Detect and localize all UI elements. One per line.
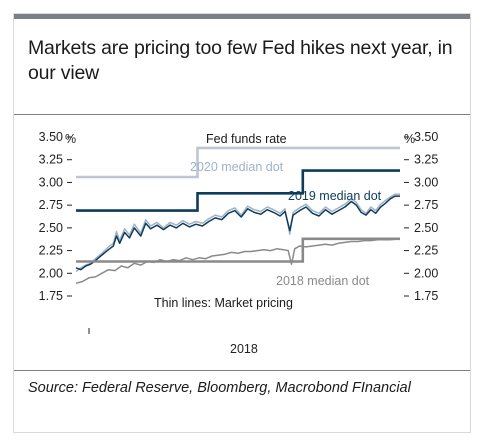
label-2018-median-dot: 2018 median dot xyxy=(276,274,370,288)
y-tick-label-right: 2.00 xyxy=(414,266,438,280)
y-unit-right: % xyxy=(404,132,415,146)
y-tick-label-left: 2.50 xyxy=(39,221,63,235)
chart-plot: 1.75 2.00 2.25 2.50 2.75 3.00 3.25 3.50 1.75 2.0… xyxy=(39,130,439,356)
y-tick-label-left: 1.75 xyxy=(39,289,63,303)
x-axis-label: 2018 xyxy=(230,342,258,356)
chart-card: Markets are pricing too few Fed hikes ne… xyxy=(13,13,471,433)
series-median-2018-step-line xyxy=(76,237,400,263)
label-2020-median-dot: 2020 median dot xyxy=(190,160,284,174)
y-tick-label-right: 3.25 xyxy=(414,153,438,167)
divider-bottom xyxy=(14,370,470,371)
series-median-2019-market-line xyxy=(75,195,400,271)
y-tick-label-right: 2.75 xyxy=(414,198,438,212)
top-bar xyxy=(14,14,470,19)
y-axis-left: 1.75 2.00 2.25 2.50 2.75 3.00 3.25 3.50 xyxy=(39,130,72,303)
divider-top xyxy=(14,114,470,115)
y-tick-label-right: 2.50 xyxy=(414,221,438,235)
series-median-2020-market-line xyxy=(75,193,400,273)
y-unit-left: % xyxy=(65,132,76,146)
series-layer xyxy=(75,146,401,285)
label-fed-funds-rate: Fed funds rate xyxy=(206,132,287,146)
y-tick-label-right: 1.75 xyxy=(414,289,438,303)
label-market-pricing: Thin lines: Market pricing xyxy=(154,296,293,310)
y-tick-label-right: 3.00 xyxy=(414,175,438,189)
y-tick-label-left: 3.50 xyxy=(39,130,63,144)
y-tick-label-right: 2.25 xyxy=(414,244,438,258)
y-axis-right: 1.75 2.00 2.25 2.50 2.75 3.00 3.25 3.50 xyxy=(404,130,438,303)
y-tick-label-left: 3.25 xyxy=(39,153,63,167)
source-note: Source: Federal Reserve, Bloomberg, Macr… xyxy=(28,380,411,396)
label-2019-median-dot: 2019 median dot xyxy=(288,189,382,203)
y-tick-label-left: 2.00 xyxy=(39,266,63,280)
y-tick-label-left: 3.00 xyxy=(39,175,63,189)
y-tick-label-right: 3.50 xyxy=(414,130,438,144)
chart-title: Markets are pricing too few Fed hikes ne… xyxy=(28,37,453,84)
y-tick-label-left: 2.25 xyxy=(39,244,63,258)
y-tick-label-left: 2.75 xyxy=(39,198,63,212)
series-median-2018-market-line xyxy=(75,238,401,285)
series-median-2019-step-line xyxy=(76,169,400,212)
series-fed-funds-step-line xyxy=(76,146,400,179)
